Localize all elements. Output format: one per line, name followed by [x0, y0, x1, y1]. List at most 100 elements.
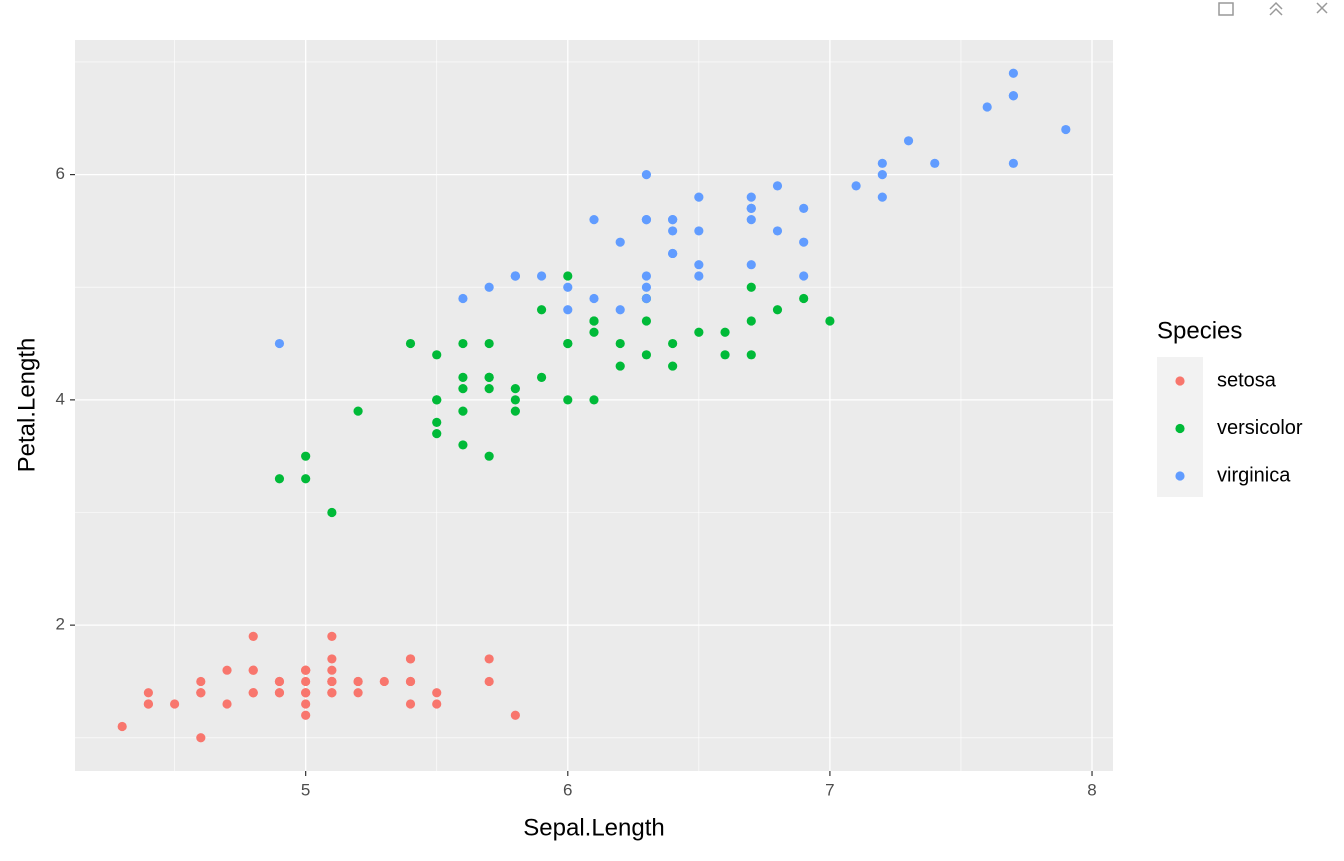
- point: [746, 350, 756, 360]
- x-tick-label: 6: [563, 780, 572, 799]
- point: [405, 338, 416, 349]
- point: [641, 350, 652, 360]
- point: [432, 350, 442, 360]
- point: [668, 361, 678, 371]
- point: [772, 226, 783, 236]
- point: [432, 688, 442, 698]
- point: [746, 260, 756, 270]
- point: [615, 237, 625, 247]
- point: [877, 169, 887, 180]
- point: [903, 136, 914, 146]
- point: [589, 293, 599, 304]
- point: [877, 192, 887, 202]
- point: [196, 676, 206, 687]
- point: [301, 665, 311, 675]
- x-tick-label: 5: [301, 780, 310, 799]
- legend-key: [1175, 376, 1185, 386]
- y-tick-label: 6: [56, 164, 65, 183]
- point: [694, 271, 704, 281]
- point: [405, 676, 416, 687]
- point: [746, 203, 756, 213]
- point: [510, 384, 520, 394]
- point: [327, 507, 337, 518]
- point: [248, 665, 258, 675]
- x-tick-label: 8: [1087, 780, 1096, 799]
- point: [274, 676, 285, 687]
- point: [379, 676, 389, 687]
- point: [301, 710, 311, 720]
- y-tick-label: 4: [56, 389, 65, 408]
- point: [772, 181, 783, 191]
- point: [563, 305, 573, 315]
- point: [563, 338, 573, 349]
- point: [301, 688, 311, 698]
- point: [510, 710, 520, 720]
- point: [353, 406, 363, 416]
- point: [589, 215, 599, 225]
- point: [694, 327, 704, 337]
- axes: 5 6 7 8 2 4 6: [56, 164, 1097, 799]
- legend-title: Species: [1157, 317, 1242, 344]
- point: [458, 338, 468, 349]
- point: [458, 384, 468, 394]
- point: [641, 271, 652, 281]
- point: [458, 440, 468, 450]
- point: [274, 338, 285, 349]
- point: [405, 654, 416, 664]
- point: [589, 327, 599, 337]
- point: [641, 169, 652, 180]
- collapse-icon[interactable]: [1269, 1, 1283, 16]
- point: [222, 699, 232, 709]
- legend-label: virginica: [1217, 464, 1291, 486]
- point: [327, 665, 337, 675]
- point: [641, 316, 652, 326]
- point: [196, 688, 206, 698]
- point: [1008, 68, 1018, 78]
- point: [746, 215, 756, 225]
- point: [1008, 91, 1018, 101]
- close-icon[interactable]: [1316, 2, 1328, 14]
- point: [458, 293, 468, 304]
- point: [720, 327, 730, 337]
- point: [248, 688, 258, 698]
- point: [484, 676, 494, 687]
- point: [746, 282, 756, 292]
- x-axis-title: Sepal.Length: [523, 814, 664, 841]
- point: [458, 372, 468, 382]
- point: [222, 665, 232, 675]
- point: [484, 451, 494, 461]
- point: [668, 248, 678, 259]
- point: [484, 654, 494, 664]
- point: [982, 102, 992, 112]
- point: [510, 395, 520, 405]
- point: [484, 282, 494, 292]
- point: [641, 215, 652, 225]
- point: [536, 305, 547, 315]
- point: [694, 260, 704, 270]
- point: [353, 676, 363, 687]
- point: [746, 192, 756, 202]
- point: [641, 293, 652, 304]
- point: [353, 688, 363, 698]
- point: [484, 384, 494, 394]
- point: [615, 338, 625, 349]
- point: [825, 316, 835, 326]
- point: [301, 451, 311, 461]
- point: [301, 676, 311, 687]
- legend-label: versicolor: [1217, 417, 1303, 439]
- point: [432, 417, 442, 427]
- point: [877, 158, 887, 168]
- point: [196, 733, 206, 743]
- legend-key: [1175, 423, 1185, 434]
- point: [772, 305, 783, 315]
- legend-key: [1175, 471, 1185, 481]
- point: [327, 654, 337, 664]
- popout-icon[interactable]: [1218, 2, 1234, 16]
- point: [117, 721, 127, 732]
- point: [563, 271, 573, 281]
- legend: setosa versicolor virginica: [1175, 369, 1303, 486]
- point: [720, 350, 730, 360]
- point: [510, 271, 520, 281]
- legend-label: setosa: [1217, 369, 1277, 391]
